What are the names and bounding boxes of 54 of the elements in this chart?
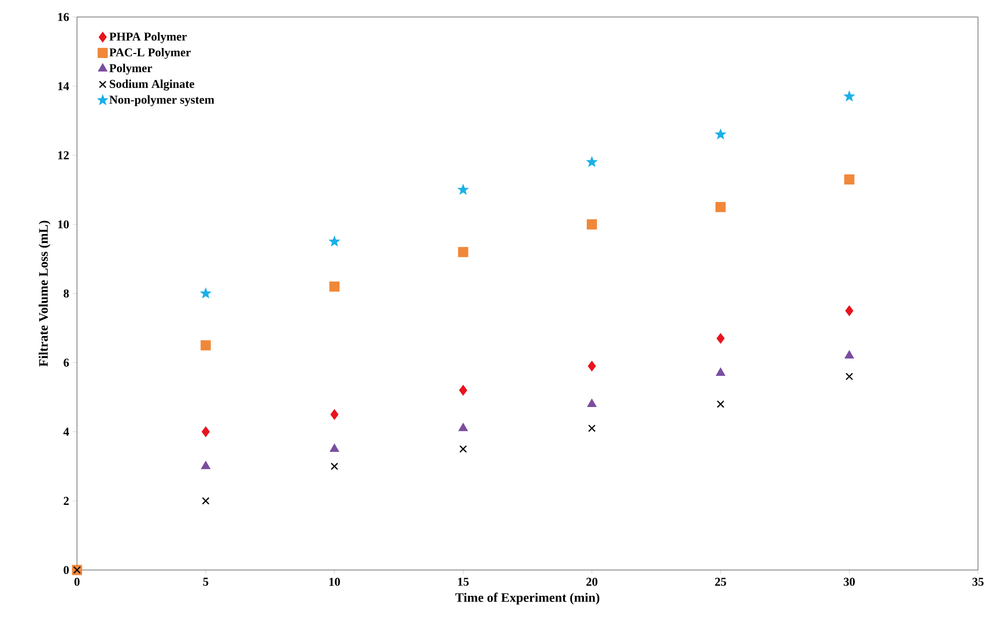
x-tick-label: 35 xyxy=(972,578,984,586)
y-tick-label: 2 xyxy=(64,496,69,505)
point xyxy=(458,184,468,194)
y-tick-label: 10 xyxy=(58,220,69,228)
point xyxy=(200,340,211,350)
x-tick-label: 30 xyxy=(844,578,855,586)
x-tick-label: 10 xyxy=(329,578,340,586)
point xyxy=(716,333,725,344)
point xyxy=(586,219,597,230)
point xyxy=(459,385,468,396)
x-tick-label: 20 xyxy=(586,578,598,586)
y-tick-label: 14 xyxy=(58,82,69,90)
x-tick-label: 5 xyxy=(203,578,208,586)
legend-label: Non-polymer system xyxy=(109,95,214,106)
point xyxy=(588,424,596,432)
point xyxy=(587,157,597,166)
point xyxy=(330,409,338,420)
point xyxy=(330,444,339,452)
point xyxy=(330,462,338,470)
point xyxy=(330,236,340,246)
point xyxy=(716,202,726,212)
y-tick-label: 12 xyxy=(58,151,69,160)
point xyxy=(458,246,468,258)
point xyxy=(200,288,211,298)
point xyxy=(716,400,724,408)
point xyxy=(202,497,210,505)
point xyxy=(588,360,596,372)
legend-label: PHPA Polymer xyxy=(109,32,187,44)
point xyxy=(844,174,854,185)
point xyxy=(716,129,726,139)
point xyxy=(844,91,854,101)
point xyxy=(844,350,854,359)
y-axis-title: Filtrate Volume Loss (mL) xyxy=(38,220,50,367)
point xyxy=(202,426,210,437)
x-tick-label: 15 xyxy=(458,578,469,586)
legend-label: Sodium Alginate xyxy=(110,80,194,90)
legend-label: Polymer xyxy=(109,64,152,75)
point xyxy=(587,399,596,407)
y-tick-label: 16 xyxy=(58,12,69,21)
x-tick-label: 0 xyxy=(74,578,80,586)
point xyxy=(329,282,340,292)
y-tick-label: 8 xyxy=(64,289,69,298)
y-tick-label: 4 xyxy=(63,428,69,436)
point xyxy=(845,306,854,316)
point xyxy=(716,368,726,376)
point xyxy=(458,423,468,432)
point xyxy=(201,461,210,470)
x-tick-label: 25 xyxy=(715,578,726,586)
legend-label: PAC-L Polymer xyxy=(109,48,191,59)
y-tick-label: 6 xyxy=(64,358,69,367)
point xyxy=(459,445,467,453)
x-axis-title: Time of Experiment (min) xyxy=(455,592,600,605)
y-tick-label: 0 xyxy=(64,566,69,574)
point xyxy=(846,372,854,380)
